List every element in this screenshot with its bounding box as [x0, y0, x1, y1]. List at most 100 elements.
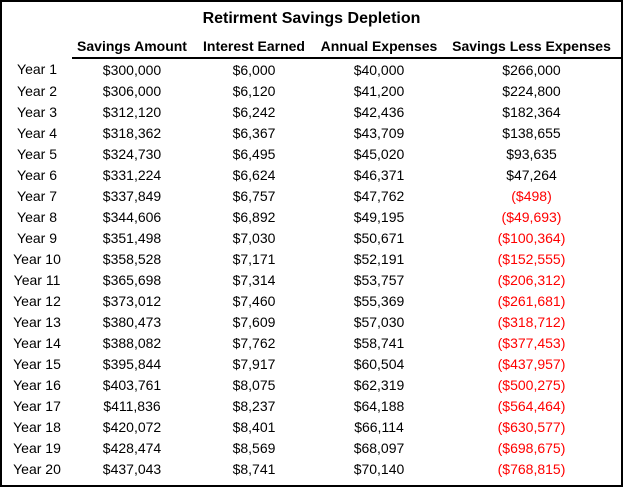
annual-expenses-cell: $66,114 [354, 418, 404, 435]
year-label-cell: Year 19 [13, 439, 61, 456]
interest-earned-cell: $6,495 [232, 145, 276, 162]
savings-less-expenses-cell: ($49,693) [501, 208, 562, 225]
year-label-cell: Year 11 [13, 271, 61, 288]
savings-amount-cell: $331,224 [102, 166, 162, 183]
savings-amount-cell: $373,012 [102, 292, 162, 309]
annual-expenses-cell: $50,671 [353, 229, 405, 246]
table-row: Year 8 $344,606 $6,892 $49,195 ($49,693) [2, 206, 621, 227]
year-label-cell: Year 5 [17, 145, 57, 162]
table-row: Year 16 $403,761 $8,075 $62,319 ($500,27… [2, 374, 621, 395]
savings-amount-cell: $395,844 [102, 355, 162, 372]
year-label-cell: Year 8 [17, 208, 57, 225]
savings-less-expenses-cell: ($768,815) [497, 460, 566, 477]
table-row: Year 20 $437,043 $8,741 $70,140 ($768,81… [2, 458, 621, 479]
interest-earned-cell: $7,762 [232, 334, 276, 351]
annual-expenses-cell: $40,000 [353, 61, 405, 78]
table-row: Year 18 $420,072 $8,401 $66,114 ($630,57… [2, 416, 621, 437]
column-header-year [2, 32, 72, 58]
savings-less-expenses-cell: ($698,675) [497, 439, 566, 456]
year-label-cell: Year 6 [17, 166, 57, 183]
year-label-cell: Year 12 [13, 292, 61, 309]
savings-less-expenses-cell: ($318,712) [497, 313, 566, 330]
savings-amount-cell: $344,606 [102, 208, 162, 225]
savings-amount-cell: $300,000 [102, 61, 162, 78]
year-label-cell: Year 18 [13, 418, 61, 435]
savings-amount-cell: $403,761 [102, 376, 162, 393]
annual-expenses-cell: $42,436 [353, 103, 405, 120]
savings-less-expenses-cell: ($100,364) [497, 229, 566, 246]
interest-earned-cell: $7,460 [232, 292, 276, 309]
year-label-cell: Year 9 [17, 229, 57, 246]
interest-earned-cell: $8,741 [232, 460, 276, 477]
interest-earned-cell: $7,030 [232, 229, 276, 246]
savings-less-expenses-cell: $182,364 [502, 103, 561, 120]
table-row: Year 13 $380,473 $7,609 $57,030 ($318,71… [2, 311, 621, 332]
annual-expenses-cell: $41,200 [353, 82, 405, 99]
table-title: Retirment Savings Depletion [202, 10, 421, 27]
table-row: Year 19 $428,474 $8,569 $68,097 ($698,67… [2, 437, 621, 458]
savings-less-expenses-cell: ($437,957) [497, 355, 566, 372]
annual-expenses-cell: $45,020 [353, 145, 405, 162]
annual-expenses-cell: $46,371 [353, 166, 405, 183]
table-row: Year 6 $331,224 $6,624 $46,371 $47,264 [2, 164, 621, 185]
table-body: Year 1 $300,000 $6,000 $40,000 $266,000 … [2, 58, 621, 479]
table-row: Year 14 $388,082 $7,762 $58,741 ($377,45… [2, 332, 621, 353]
table-row: Year 7 $337,849 $6,757 $47,762 ($498) [2, 185, 621, 206]
savings-amount-cell: $324,730 [102, 145, 162, 162]
interest-earned-cell: $6,367 [232, 124, 276, 141]
savings-amount-cell: $358,528 [102, 250, 162, 267]
interest-earned-cell: $7,917 [232, 355, 276, 372]
interest-earned-cell: $8,237 [232, 397, 276, 414]
annual-expenses-cell: $64,188 [353, 397, 405, 414]
year-label-cell: Year 13 [13, 313, 61, 330]
table-row: Year 4 $318,362 $6,367 $43,709 $138,655 [2, 122, 621, 143]
annual-expenses-cell: $57,030 [353, 313, 405, 330]
table-row: Year 1 $300,000 $6,000 $40,000 $266,000 [2, 58, 621, 80]
annual-expenses-cell: $60,504 [353, 355, 405, 372]
year-label-cell: Year 20 [13, 460, 61, 477]
interest-earned-cell: $8,075 [232, 376, 276, 393]
column-header-savings-less-expenses: Savings Less Expenses [442, 32, 621, 59]
data-table: Savings Amount Interest Earned Annual Ex… [2, 32, 621, 479]
savings-less-expenses-cell: ($206,312) [497, 271, 566, 288]
table-row: Year 5 $324,730 $6,495 $45,020 $93,635 [2, 143, 621, 164]
interest-earned-cell: $6,892 [232, 208, 276, 225]
savings-less-expenses-cell: $266,000 [502, 61, 561, 78]
table-row: Year 11 $365,698 $7,314 $53,757 ($206,31… [2, 269, 621, 290]
savings-less-expenses-cell: ($152,555) [497, 250, 566, 267]
year-label-cell: Year 7 [17, 187, 57, 204]
savings-less-expenses-cell: ($498) [511, 187, 552, 204]
savings-amount-cell: $365,698 [102, 271, 162, 288]
interest-earned-cell: $6,757 [232, 187, 276, 204]
year-label-cell: Year 16 [13, 376, 61, 393]
interest-earned-cell: $6,242 [232, 103, 276, 120]
savings-less-expenses-cell: $138,655 [502, 124, 561, 141]
interest-earned-cell: $6,624 [232, 166, 276, 183]
column-header-annual-expenses: Annual Expenses [316, 32, 442, 59]
year-label-cell: Year 14 [13, 334, 61, 351]
interest-earned-cell: $8,569 [232, 439, 276, 456]
column-header-interest-earned: Interest Earned [192, 32, 316, 59]
savings-amount-cell: $337,849 [102, 187, 162, 204]
annual-expenses-cell: $62,319 [353, 376, 405, 393]
year-label-cell: Year 10 [13, 250, 61, 267]
annual-expenses-cell: $53,757 [353, 271, 405, 288]
annual-expenses-cell: $58,741 [353, 334, 405, 351]
savings-less-expenses-cell: ($500,275) [497, 376, 566, 393]
table-row: Year 12 $373,012 $7,460 $55,369 ($261,68… [2, 290, 621, 311]
savings-less-expenses-cell: ($630,577) [497, 418, 566, 435]
column-header-savings-amount: Savings Amount [72, 32, 192, 59]
interest-earned-cell: $8,401 [232, 418, 276, 435]
savings-amount-cell: $388,082 [102, 334, 162, 351]
interest-earned-cell: $7,314 [232, 271, 276, 288]
year-label-cell: Year 4 [17, 124, 57, 141]
table-row: Year 15 $395,844 $7,917 $60,504 ($437,95… [2, 353, 621, 374]
year-label-cell: Year 15 [13, 355, 61, 372]
interest-earned-cell: $6,000 [232, 61, 276, 78]
annual-expenses-cell: $55,369 [353, 292, 405, 309]
annual-expenses-cell: $68,097 [353, 439, 405, 456]
annual-expenses-cell: $43,709 [353, 124, 405, 141]
year-label-cell: Year 2 [17, 82, 57, 99]
savings-less-expenses-cell: ($564,464) [497, 397, 566, 414]
